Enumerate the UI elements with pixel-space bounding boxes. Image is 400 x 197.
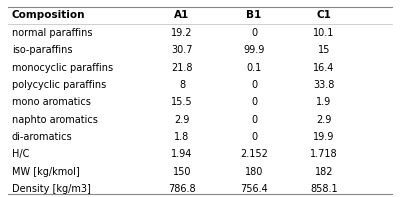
Text: 99.9: 99.9: [243, 46, 265, 55]
Text: iso-paraffins: iso-paraffins: [12, 46, 72, 55]
Text: 2.9: 2.9: [316, 115, 332, 125]
Text: C1: C1: [316, 10, 332, 20]
Text: H/C: H/C: [12, 150, 29, 159]
Text: MW [kg/kmol]: MW [kg/kmol]: [12, 167, 80, 177]
Text: 15: 15: [318, 46, 330, 55]
Text: 19.9: 19.9: [313, 132, 335, 142]
Text: naphto aromatics: naphto aromatics: [12, 115, 98, 125]
Text: 0.1: 0.1: [246, 63, 262, 73]
Text: Composition: Composition: [12, 10, 86, 20]
Text: 2.9: 2.9: [174, 115, 190, 125]
Text: 30.7: 30.7: [171, 46, 193, 55]
Text: 1.8: 1.8: [174, 132, 190, 142]
Text: A1: A1: [174, 10, 190, 20]
Text: 756.4: 756.4: [240, 184, 268, 194]
Text: monocyclic paraffins: monocyclic paraffins: [12, 63, 113, 73]
Text: 0: 0: [251, 115, 257, 125]
Text: 0: 0: [251, 132, 257, 142]
Text: 182: 182: [315, 167, 333, 177]
Text: polycyclic paraffins: polycyclic paraffins: [12, 80, 106, 90]
Text: B1: B1: [246, 10, 262, 20]
Text: 0: 0: [251, 98, 257, 107]
Text: 19.2: 19.2: [171, 28, 193, 38]
Text: 0: 0: [251, 28, 257, 38]
Text: 858.1: 858.1: [310, 184, 338, 194]
Text: 786.8: 786.8: [168, 184, 196, 194]
Text: Density [kg/m3]: Density [kg/m3]: [12, 184, 91, 194]
Text: mono aromatics: mono aromatics: [12, 98, 91, 107]
Text: 16.4: 16.4: [313, 63, 335, 73]
Text: 1.94: 1.94: [171, 150, 193, 159]
Text: 1.9: 1.9: [316, 98, 332, 107]
Text: 2.152: 2.152: [240, 150, 268, 159]
Text: normal paraffins: normal paraffins: [12, 28, 92, 38]
Text: 180: 180: [245, 167, 263, 177]
Text: 1.718: 1.718: [310, 150, 338, 159]
Text: di-aromatics: di-aromatics: [12, 132, 73, 142]
Text: 15.5: 15.5: [171, 98, 193, 107]
Text: 10.1: 10.1: [313, 28, 335, 38]
Text: 21.8: 21.8: [171, 63, 193, 73]
Text: 150: 150: [173, 167, 191, 177]
Text: 33.8: 33.8: [313, 80, 335, 90]
Text: 8: 8: [179, 80, 185, 90]
Text: 0: 0: [251, 80, 257, 90]
